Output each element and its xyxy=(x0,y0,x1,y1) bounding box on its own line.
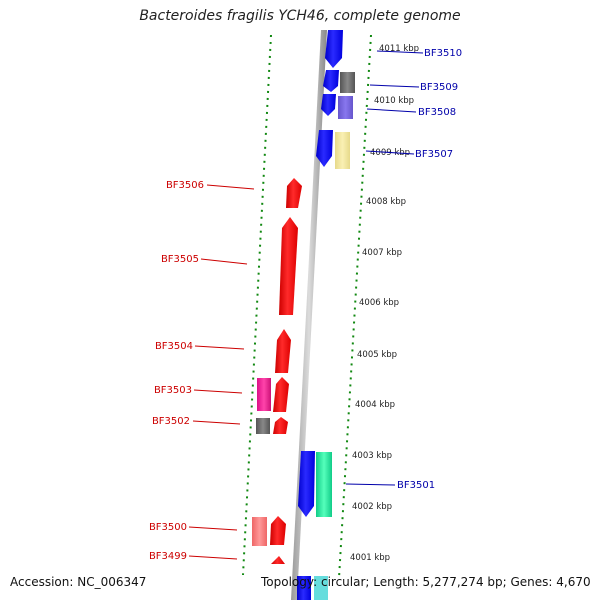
gene-label-bf3507[interactable]: BF3507 xyxy=(415,149,453,160)
gene-edge-box xyxy=(314,576,328,600)
gene-label-bf3510[interactable]: BF3510 xyxy=(424,48,462,59)
gene-label-bf3503[interactable]: BF3503 xyxy=(154,385,192,396)
gene-label-bf3509[interactable]: BF3509 xyxy=(420,82,458,93)
gene-bf3500-arrow[interactable] xyxy=(270,516,286,545)
map-title: Bacteroides fragilis YCH46, complete gen… xyxy=(139,8,461,24)
gene-bf3508-box[interactable] xyxy=(338,96,353,119)
gene-bf3499-arrow[interactable] xyxy=(271,556,285,564)
gene-bf3508-arrow[interactable] xyxy=(321,94,336,116)
accession-text: Accession: NC_006347 xyxy=(10,575,147,589)
reverse-strand-genes xyxy=(297,30,355,600)
kbp-label: 4006 kbp xyxy=(359,298,399,308)
gene-labels: BF3506 BF3505 BF3504 BF3503 BF3502 BF350… xyxy=(149,48,462,562)
kbp-label: 4004 kbp xyxy=(355,400,395,410)
gene-label-bf3499[interactable]: BF3499 xyxy=(149,551,187,562)
gene-bf3502-arrow[interactable] xyxy=(273,417,288,434)
genome-backbone xyxy=(291,30,327,600)
gene-bf3509-arrow[interactable] xyxy=(323,70,339,92)
kbp-label: 4007 kbp xyxy=(362,248,402,258)
gene-bf3502-box[interactable] xyxy=(256,418,270,434)
gene-bf3510-arrow[interactable] xyxy=(325,30,343,68)
gene-bf3507-box[interactable] xyxy=(335,132,350,169)
gene-bf3509-box[interactable] xyxy=(340,72,355,93)
gene-bf3501-box[interactable] xyxy=(316,452,332,517)
gene-label-bf3500[interactable]: BF3500 xyxy=(149,522,187,533)
kbp-label: 4003 kbp xyxy=(352,451,392,461)
gene-bf3506-arrow[interactable] xyxy=(286,178,302,208)
kbp-label: 4002 kbp xyxy=(352,502,392,512)
gene-label-bf3501[interactable]: BF3501 xyxy=(397,480,435,491)
gene-bf3507-arrow[interactable] xyxy=(316,130,333,167)
gene-label-bf3506[interactable]: BF3506 xyxy=(166,180,204,191)
genome-stats-text: Topology: circular; Length: 5,277,274 bp… xyxy=(261,575,591,589)
gene-bf3503-arrow[interactable] xyxy=(273,377,289,412)
gene-label-bf3505[interactable]: BF3505 xyxy=(161,254,199,265)
gene-bf3503-box[interactable] xyxy=(257,378,271,411)
kbp-label: 4008 kbp xyxy=(366,197,406,207)
gene-label-bf3504[interactable]: BF3504 xyxy=(155,341,193,352)
gene-bf3500-box[interactable] xyxy=(252,517,267,546)
gene-bf3505-arrow[interactable] xyxy=(279,217,298,315)
gene-bf3501-arrow[interactable] xyxy=(298,451,315,517)
kbp-label: 4005 kbp xyxy=(357,350,397,360)
gene-edge-box xyxy=(297,576,311,600)
kbp-label: 4011 kbp xyxy=(379,44,419,54)
forward-strand-genes xyxy=(252,178,302,564)
gene-label-bf3508[interactable]: BF3508 xyxy=(418,107,456,118)
gene-bf3504-arrow[interactable] xyxy=(275,329,291,373)
leader-lines xyxy=(188,50,424,560)
kbp-label: 4001 kbp xyxy=(350,553,390,563)
kbp-label: 4010 kbp xyxy=(374,96,414,106)
gene-label-bf3502[interactable]: BF3502 xyxy=(152,416,190,427)
